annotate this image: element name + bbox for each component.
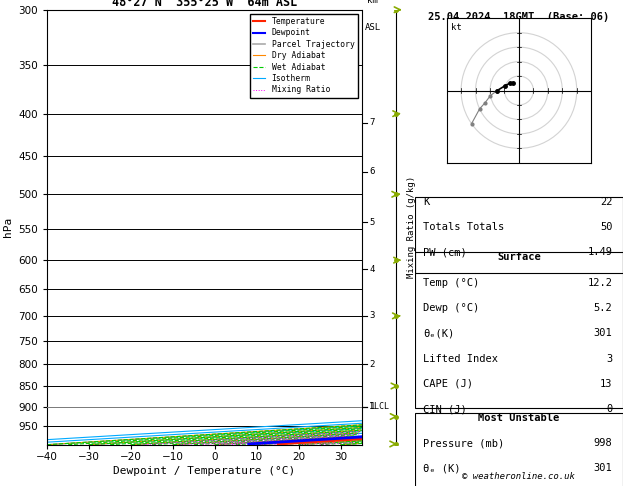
Text: kt: kt xyxy=(451,22,462,32)
Text: 12.2: 12.2 xyxy=(587,278,613,288)
Bar xyxy=(415,413,623,486)
Text: Temp (°C): Temp (°C) xyxy=(423,278,480,288)
Text: 5: 5 xyxy=(369,218,375,226)
Text: 301: 301 xyxy=(594,328,613,338)
Text: 3: 3 xyxy=(369,312,375,320)
Text: © weatheronline.co.uk: © weatheronline.co.uk xyxy=(462,472,576,481)
Text: Mixing Ratio (g/kg): Mixing Ratio (g/kg) xyxy=(408,176,416,278)
Legend: Temperature, Dewpoint, Parcel Trajectory, Dry Adiabat, Wet Adiabat, Isotherm, Mi: Temperature, Dewpoint, Parcel Trajectory… xyxy=(250,14,358,98)
Text: Lifted Index: Lifted Index xyxy=(423,353,498,364)
Text: 3: 3 xyxy=(606,353,613,364)
Y-axis label: hPa: hPa xyxy=(3,217,13,237)
Text: ASL: ASL xyxy=(365,23,381,32)
Text: θₑ(K): θₑ(K) xyxy=(423,328,455,338)
Text: 998: 998 xyxy=(594,438,613,448)
Text: 6: 6 xyxy=(369,167,375,176)
Text: 22: 22 xyxy=(600,197,613,207)
Text: 13: 13 xyxy=(600,379,613,389)
Text: 301: 301 xyxy=(594,464,613,473)
Text: Totals Totals: Totals Totals xyxy=(423,222,504,232)
Text: 25.04.2024  18GMT  (Base: 06): 25.04.2024 18GMT (Base: 06) xyxy=(428,12,610,22)
Text: 50: 50 xyxy=(600,222,613,232)
Text: PW (cm): PW (cm) xyxy=(423,247,467,258)
Text: 5.2: 5.2 xyxy=(594,303,613,313)
Text: 7: 7 xyxy=(369,118,375,127)
Text: CAPE (J): CAPE (J) xyxy=(423,379,474,389)
Text: Pressure (mb): Pressure (mb) xyxy=(423,438,504,448)
Text: Dewp (°C): Dewp (°C) xyxy=(423,303,480,313)
Text: CIN (J): CIN (J) xyxy=(423,404,467,414)
Text: Most Unstable: Most Unstable xyxy=(478,413,560,423)
Bar xyxy=(415,197,623,273)
Text: K: K xyxy=(423,197,430,207)
Text: 0: 0 xyxy=(606,404,613,414)
Text: 1LCL: 1LCL xyxy=(369,402,389,411)
Text: km: km xyxy=(367,0,378,5)
Text: θₑ (K): θₑ (K) xyxy=(423,464,461,473)
Text: 1.49: 1.49 xyxy=(587,247,613,258)
Text: 2: 2 xyxy=(369,360,375,368)
Text: 1: 1 xyxy=(369,402,375,411)
Title: 48°27'N  355°25'W  64m ASL: 48°27'N 355°25'W 64m ASL xyxy=(112,0,297,9)
Text: 4: 4 xyxy=(369,264,375,274)
X-axis label: Dewpoint / Temperature (°C): Dewpoint / Temperature (°C) xyxy=(113,466,296,476)
Text: Surface: Surface xyxy=(497,252,541,262)
Bar xyxy=(415,252,623,408)
